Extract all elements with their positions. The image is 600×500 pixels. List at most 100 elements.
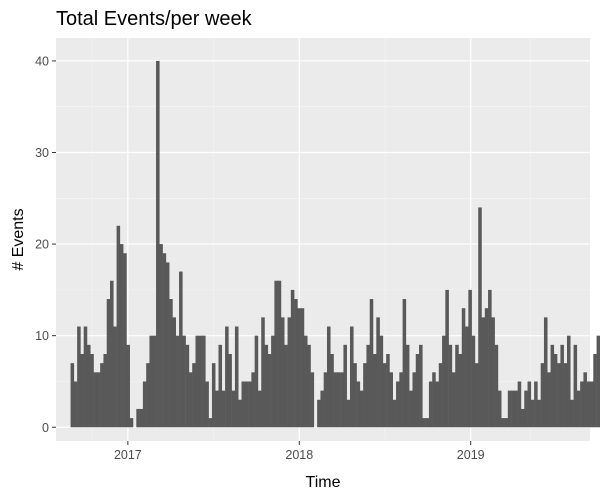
bar [543, 317, 548, 428]
bar [428, 381, 433, 428]
bar [320, 390, 324, 428]
bar [379, 335, 384, 428]
bar [254, 335, 259, 428]
bar [179, 271, 183, 428]
bar [73, 381, 78, 428]
bar [540, 363, 545, 428]
bar [257, 390, 262, 428]
bar [583, 372, 587, 428]
bar [129, 418, 134, 428]
bar [527, 381, 532, 428]
bar [228, 353, 232, 428]
x-tick-label: 2017 [114, 448, 142, 462]
bar [300, 308, 305, 428]
bar [586, 381, 591, 428]
bar [409, 390, 413, 428]
bar [77, 326, 81, 428]
bar [202, 335, 206, 428]
bar [399, 372, 403, 428]
bar [343, 344, 347, 428]
bar [524, 390, 528, 428]
plot-panel [56, 38, 590, 441]
bar [353, 363, 357, 428]
bar [366, 344, 370, 428]
bar [113, 326, 117, 428]
bar [593, 353, 597, 428]
bar [478, 207, 482, 428]
bar [119, 244, 124, 428]
bar [264, 344, 269, 428]
bar [396, 381, 400, 428]
bar [373, 353, 377, 428]
bar [149, 335, 153, 428]
bar [553, 353, 558, 428]
bar [465, 326, 469, 428]
bar [106, 299, 111, 428]
bar [126, 344, 130, 428]
bar [557, 363, 561, 428]
bar [303, 335, 308, 428]
bar [481, 317, 486, 428]
bar [359, 390, 364, 428]
bar [146, 363, 150, 428]
bar [461, 308, 466, 428]
bar [241, 381, 246, 428]
bar [458, 353, 463, 428]
bar [573, 344, 578, 428]
bar [198, 335, 203, 428]
bar [517, 381, 522, 428]
bar [363, 363, 367, 428]
bar [530, 399, 535, 428]
y-tick-label: 30 [35, 146, 49, 160]
bar [504, 418, 509, 428]
bar [103, 353, 107, 428]
bar [471, 335, 476, 428]
bar [267, 353, 272, 428]
bar [70, 363, 75, 428]
bar [392, 399, 397, 428]
bar [323, 372, 328, 428]
bar [87, 344, 91, 428]
bar [438, 363, 443, 428]
x-tick-label: 2019 [457, 448, 485, 462]
bar [333, 372, 338, 428]
bar [238, 399, 242, 428]
bar [234, 326, 239, 428]
bar [96, 372, 101, 428]
bar [317, 399, 321, 428]
bar [405, 344, 410, 428]
bar [215, 390, 219, 428]
bar [560, 344, 564, 428]
bar [290, 289, 295, 428]
bar [455, 344, 459, 428]
bar [501, 418, 505, 428]
bar [494, 344, 499, 428]
bar [139, 408, 144, 428]
bar [280, 317, 285, 428]
y-tick-label: 20 [35, 238, 49, 252]
y-tick-label: 10 [35, 329, 49, 343]
bar [484, 308, 489, 428]
bar [211, 363, 216, 428]
bar [221, 390, 226, 428]
bar [520, 408, 525, 428]
bar [386, 353, 390, 428]
bar [511, 390, 515, 428]
bar [225, 326, 229, 428]
bar [192, 363, 196, 428]
bar [175, 335, 180, 428]
bar [330, 353, 334, 428]
y-axis-title: # Events [10, 208, 27, 270]
bar [310, 372, 315, 428]
x-tick-label: 2018 [285, 448, 313, 462]
bar [448, 344, 453, 428]
bar [590, 381, 594, 428]
chart-title: Total Events/per week [56, 8, 252, 30]
bar [307, 344, 311, 428]
bar [231, 390, 236, 428]
bar [356, 381, 361, 428]
bar [497, 390, 502, 428]
bar [165, 262, 170, 428]
